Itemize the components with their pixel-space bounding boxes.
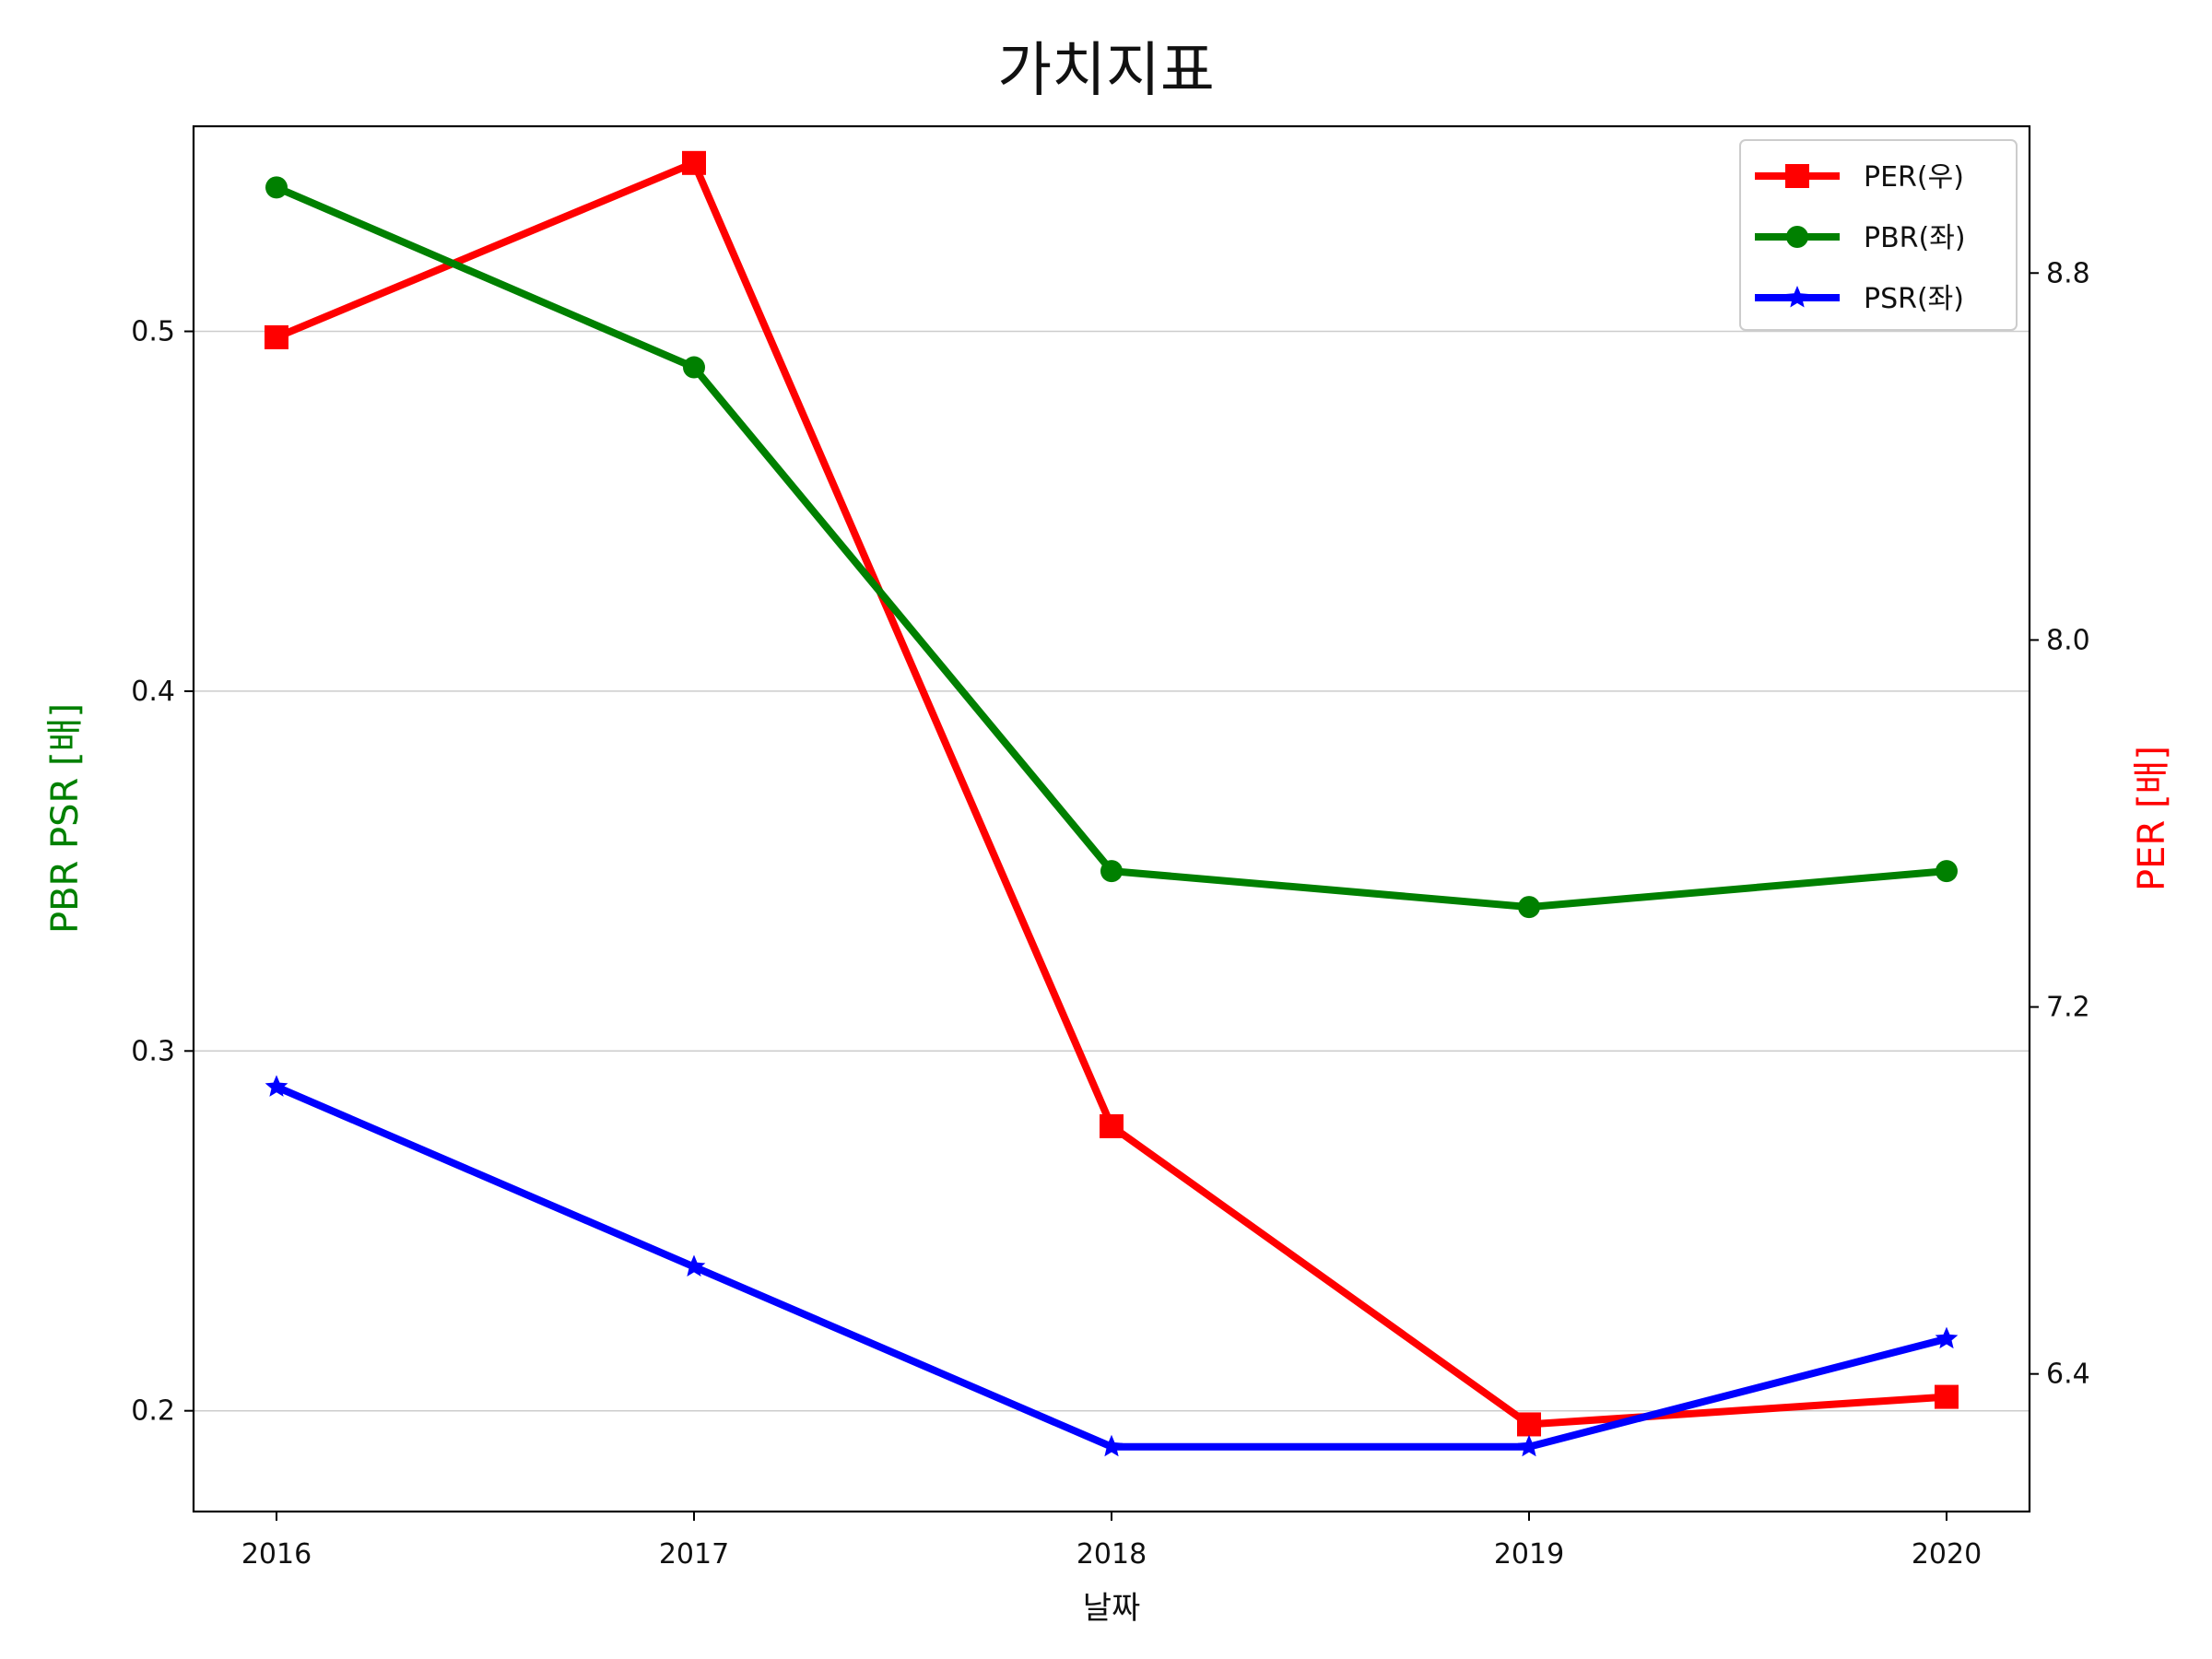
series-layer	[265, 150, 1959, 1457]
legend-entry: PBR(좌)	[1755, 222, 1966, 254]
legend-label: PER(우)	[1864, 161, 1964, 194]
plot-frame	[192, 124, 2031, 1513]
y-axis-label-right: PER [배]	[2131, 746, 2173, 891]
series-PSR(좌)	[265, 1075, 1959, 1457]
series-PBR(좌)	[265, 176, 1958, 919]
y-left-tick-label: 0.4	[131, 676, 175, 708]
series-line	[273, 183, 1950, 912]
x-tick-label: 2020	[1912, 1538, 1982, 1571]
data-point	[265, 1075, 288, 1097]
x-axis: 2016 2017 2018 2019 2020	[241, 1512, 1982, 1571]
x-tick-label: 2019	[1494, 1538, 1564, 1571]
legend-marker	[1786, 226, 1808, 248]
legend-label: PBR(좌)	[1864, 222, 1966, 254]
data-point	[1100, 1434, 1124, 1457]
data-point	[1935, 1326, 1959, 1349]
y-right-tick-label: 8.0	[2046, 624, 2090, 656]
y-left-tick-label: 0.5	[131, 316, 175, 348]
legend: PER(우) PBR(좌) PSR(좌)	[1739, 139, 2018, 331]
data-point	[1517, 1412, 1541, 1437]
data-point	[1100, 1113, 1124, 1138]
data-point	[1100, 860, 1123, 883]
data-point	[682, 1254, 706, 1277]
legend-marker	[1785, 286, 1809, 308]
data-point	[265, 324, 288, 349]
x-axis-label: 날짜	[1083, 1590, 1141, 1627]
x-tick-label: 2018	[1077, 1538, 1147, 1571]
data-point	[1935, 1384, 1959, 1409]
data-point	[1518, 896, 1540, 919]
legend-marker	[1785, 164, 1809, 188]
y-right-tick-label: 7.2	[2046, 992, 2090, 1024]
legend-label: PSR(좌)	[1864, 283, 1964, 315]
data-point	[683, 356, 705, 379]
series-line	[273, 1083, 1950, 1451]
data-point	[682, 150, 706, 175]
chart-title: 가치지표	[997, 37, 1215, 105]
y-axis-label-left: PBR PSR [배]	[44, 703, 87, 934]
data-point	[265, 176, 288, 199]
y-axis-left: 0.2 0.3 0.4 0.5	[131, 316, 194, 1428]
data-point	[1936, 860, 1958, 883]
y-right-tick-label: 8.8	[2046, 257, 2090, 289]
y-left-tick-label: 0.2	[131, 1395, 175, 1428]
series-line	[273, 159, 1950, 1429]
data-point	[1517, 1434, 1541, 1457]
y-left-tick-label: 0.3	[131, 1035, 175, 1067]
x-tick-label: 2016	[241, 1538, 312, 1571]
x-tick-label: 2017	[659, 1538, 729, 1571]
series-PER(우)	[265, 150, 1959, 1437]
y-axis-right: 6.4 7.2 8.0 8.8	[2030, 257, 2090, 1391]
legend-entry: PSR(좌)	[1755, 283, 1964, 315]
y-right-tick-label: 6.4	[2046, 1359, 2090, 1391]
legend-entry: PER(우)	[1755, 161, 1964, 194]
